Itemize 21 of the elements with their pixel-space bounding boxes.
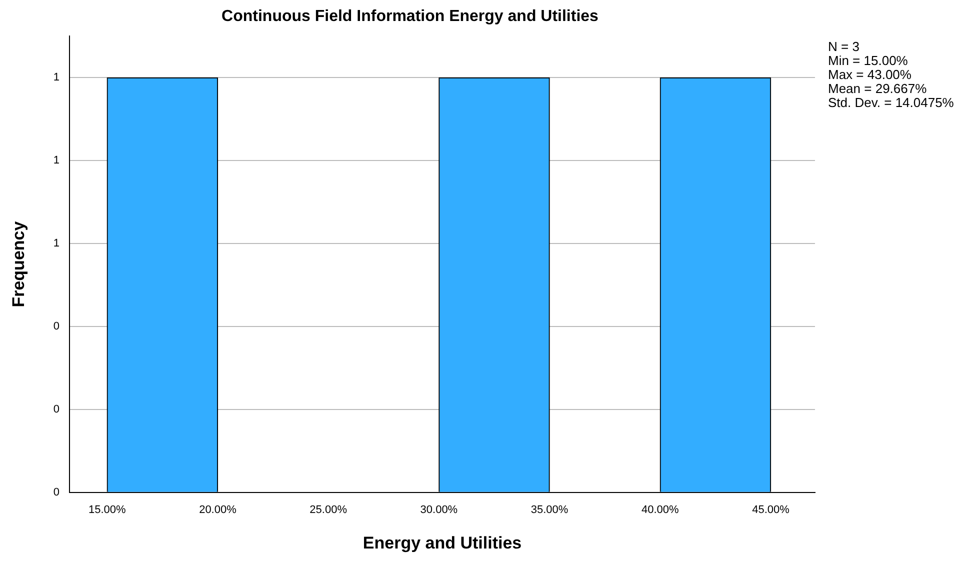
text: Max = 43.00%: [828, 67, 912, 82]
y-tick-label: 0: [53, 320, 60, 333]
text: Min = 15.00%: [828, 53, 909, 68]
x-tick-label: 45.00%: [752, 504, 790, 516]
x-tick-label: 40.00%: [641, 504, 680, 516]
y-axis-title: Frequency: [8, 220, 28, 308]
y-tick-label: 1: [53, 238, 60, 250]
y-tick-label: 0: [53, 403, 60, 416]
y-tick-label: 1: [53, 154, 60, 167]
text: Mean = 29.667%: [828, 81, 928, 96]
chart-title: Continuous Field Information Energy and Utilities: [222, 8, 599, 26]
x-tick-label: 20.00%: [199, 504, 237, 516]
y-tick-label: 1: [53, 72, 60, 84]
text: Std. Dev. = 14.0475%: [828, 95, 954, 110]
x-tick-label: 25.00%: [310, 504, 348, 516]
x-tick-label: 35.00%: [530, 504, 568, 516]
x-tick-label: 15.00%: [88, 504, 126, 516]
x-tick-label: 30.00%: [420, 504, 458, 516]
text: N = 3: [828, 39, 860, 54]
y-tick-label: 0: [53, 486, 60, 498]
x-axis-title: Energy and Utilities: [362, 533, 522, 552]
